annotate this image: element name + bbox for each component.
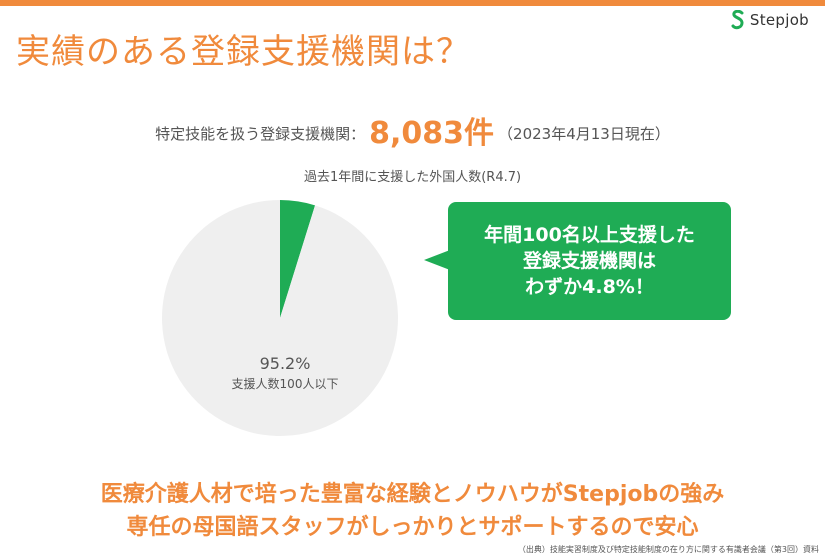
count-as-of: （2023年4月13日現在） (498, 125, 670, 143)
callout-line: 年間100名以上支援した (484, 224, 695, 246)
registered-count-line: 特定技能を扱う登録支援機関： 8,083件 （2023年4月13日現在） (0, 108, 825, 152)
pie-slice-category-label: 支援人数100人以下 (231, 377, 339, 391)
pie-slice-value-label: 95.2% (259, 354, 311, 373)
callout-line: わずか4.8%！ (525, 276, 654, 298)
s-logo-icon (731, 10, 744, 30)
top-accent-bar (0, 0, 825, 6)
pie-slice-0 (280, 200, 316, 318)
count-value: 8,083件 (369, 116, 495, 151)
page-title: 実績のある登録支援機関は？ (16, 32, 471, 72)
pie-slice-1 (161, 200, 398, 436)
support-message: 専任の母国語スタッフがしっかりとサポートするので安心 (126, 515, 699, 540)
brand-name: Stepjob (749, 11, 809, 29)
callout-line: 登録支援機関は (522, 250, 656, 272)
source-note: （出典）技能実習制度及び特定技能制度の在り方に関する有識者会議（第3回）資料 (517, 545, 819, 554)
chart-title: 過去1年間に支援した外国人数(R4.7) (303, 170, 522, 185)
count-prefix: 特定技能を扱う登録支援機関： (155, 125, 366, 143)
strength-message: 医療介護人材で培った豊富な経験とノウハウがStepjobの強み (100, 482, 725, 507)
brand-logo: Stepjob (731, 10, 809, 30)
callout-pointer (424, 250, 450, 270)
callout-box: 年間100名以上支援した 登録支援機関は わずか4.8%！ (448, 202, 731, 320)
